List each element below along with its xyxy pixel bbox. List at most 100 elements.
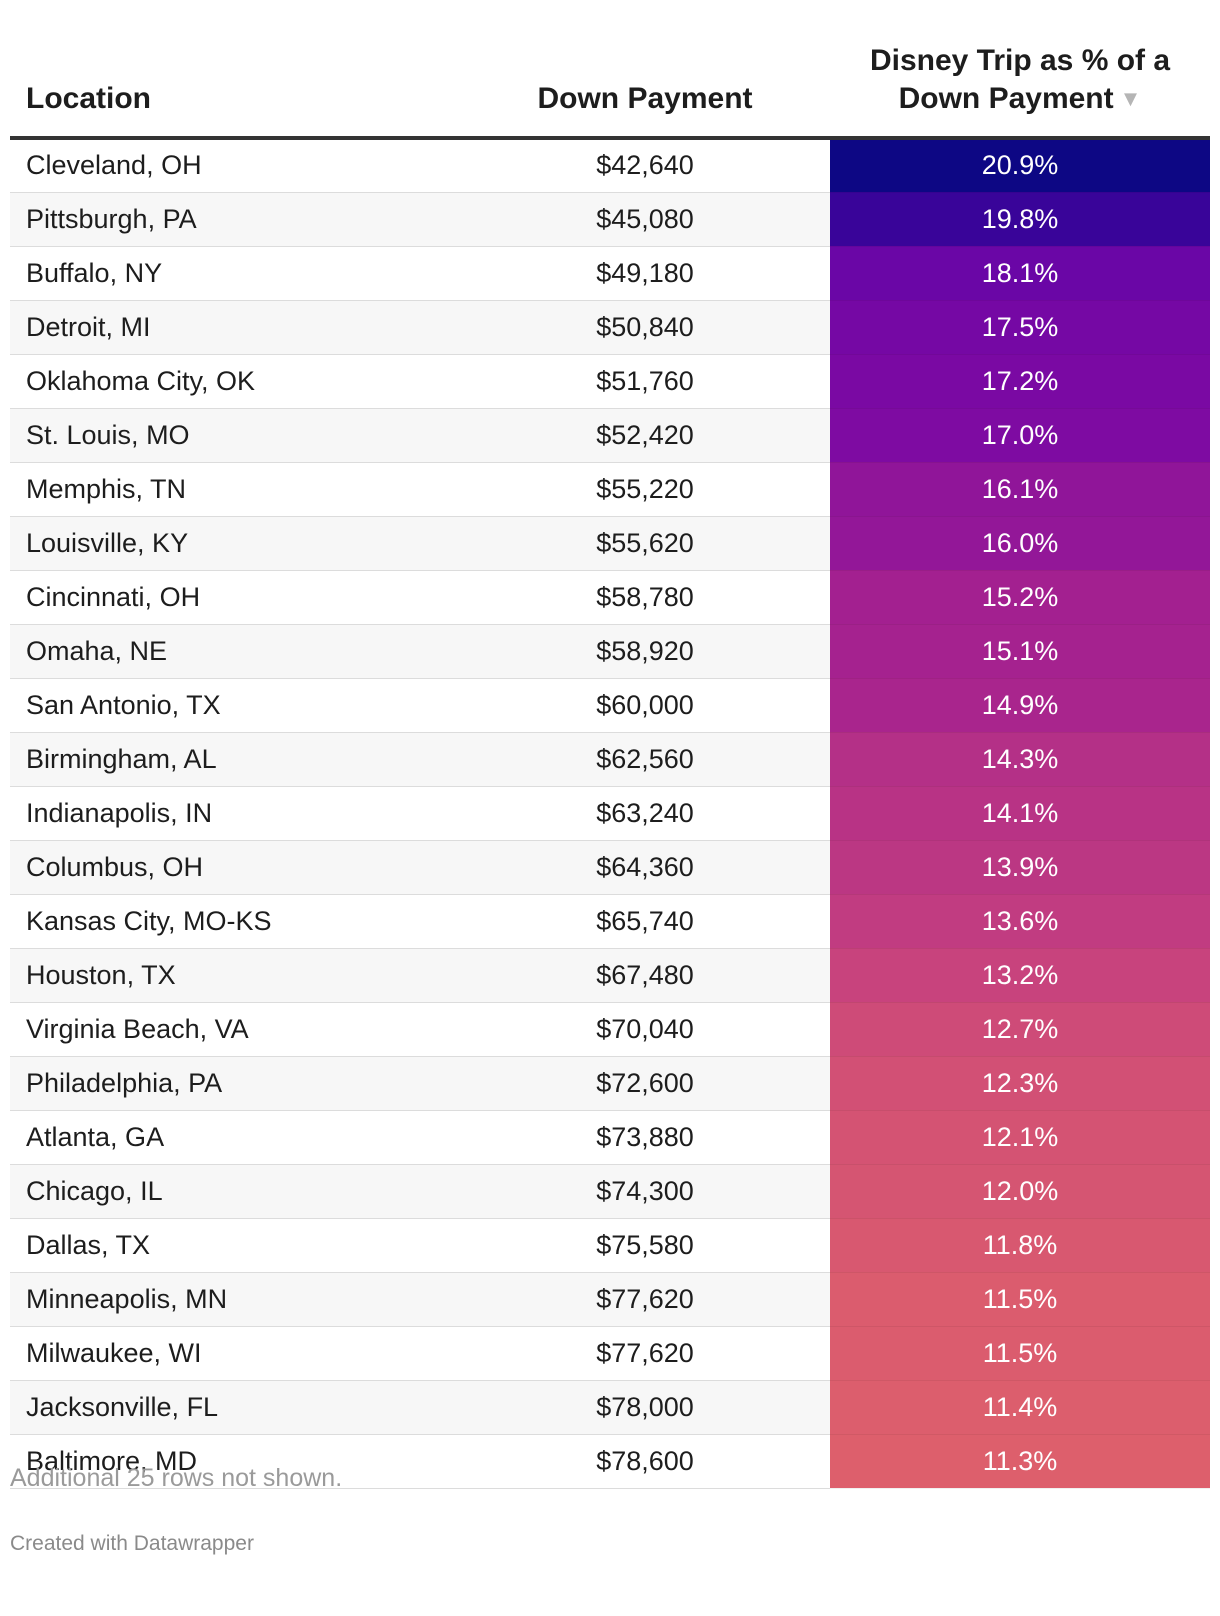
cell-location: St. Louis, MO: [10, 408, 460, 463]
table-row: Cleveland, OH $42,640 20.9%: [10, 138, 1210, 193]
cell-disney-pct-heatmap: 12.1%: [830, 1110, 1210, 1165]
table-row: Dallas, TX $75,580 11.8%: [10, 1218, 1210, 1273]
cell-location: Omaha, NE: [10, 624, 460, 679]
cell-location: Columbus, OH: [10, 840, 460, 895]
cell-down-payment: $75,580: [460, 1218, 830, 1273]
cell-location: Kansas City, MO-KS: [10, 894, 460, 949]
cell-disney-pct-heatmap: 17.5%: [830, 300, 1210, 355]
cell-down-payment: $77,620: [460, 1326, 830, 1381]
cell-down-payment: $73,880: [460, 1110, 830, 1165]
cell-down-payment: $45,080: [460, 192, 830, 247]
cell-location: Chicago, IL: [10, 1164, 460, 1219]
cell-location: Indianapolis, IN: [10, 786, 460, 841]
data-table-container: Location Down Payment Disney Trip as % o…: [10, 0, 1210, 1489]
cell-down-payment: $55,620: [460, 516, 830, 571]
cell-down-payment: $60,000: [460, 678, 830, 733]
cell-down-payment: $50,840: [460, 300, 830, 355]
table-row: Omaha, NE $58,920 15.1%: [10, 624, 1210, 679]
cell-down-payment: $63,240: [460, 786, 830, 841]
table-row: Minneapolis, MN $77,620 11.5%: [10, 1272, 1210, 1327]
table-row: Philadelphia, PA $72,600 12.3%: [10, 1056, 1210, 1111]
cell-disney-pct-heatmap: 14.9%: [830, 678, 1210, 733]
cell-location: Birmingham, AL: [10, 732, 460, 787]
cell-down-payment: $51,760: [460, 354, 830, 409]
column-header-location[interactable]: Location: [10, 0, 460, 140]
cell-location: Baltimore, MD: [10, 1434, 460, 1489]
cell-down-payment: $70,040: [460, 1002, 830, 1057]
cell-disney-pct-heatmap: 11.5%: [830, 1326, 1210, 1381]
cell-disney-pct-heatmap: 17.0%: [830, 408, 1210, 463]
table-row: Chicago, IL $74,300 12.0%: [10, 1164, 1210, 1219]
table-row: Jacksonville, FL $78,000 11.4%: [10, 1380, 1210, 1435]
table-row: Houston, TX $67,480 13.2%: [10, 948, 1210, 1003]
cell-location: Atlanta, GA: [10, 1110, 460, 1165]
table-row: Cincinnati, OH $58,780 15.2%: [10, 570, 1210, 625]
cell-disney-pct-heatmap: 13.2%: [830, 948, 1210, 1003]
cell-location: Buffalo, NY: [10, 246, 460, 301]
table-row: Memphis, TN $55,220 16.1%: [10, 462, 1210, 517]
cell-location: San Antonio, TX: [10, 678, 460, 733]
cell-location: Philadelphia, PA: [10, 1056, 460, 1111]
table-row: Kansas City, MO-KS $65,740 13.6%: [10, 894, 1210, 949]
cell-down-payment: $78,600: [460, 1434, 830, 1489]
cell-disney-pct-heatmap: 16.1%: [830, 462, 1210, 517]
cell-disney-pct-heatmap: 11.5%: [830, 1272, 1210, 1327]
cell-down-payment: $64,360: [460, 840, 830, 895]
cell-disney-pct-heatmap: 20.9%: [830, 138, 1210, 193]
table-row: Virginia Beach, VA $70,040 12.7%: [10, 1002, 1210, 1057]
cell-disney-pct-heatmap: 18.1%: [830, 246, 1210, 301]
cell-disney-pct-heatmap: 12.3%: [830, 1056, 1210, 1111]
table-body: Cleveland, OH $42,640 20.9% Pittsburgh, PA $…: [10, 138, 1210, 1489]
cell-down-payment: $55,220: [460, 462, 830, 517]
cell-down-payment: $67,480: [460, 948, 830, 1003]
table-row: Atlanta, GA $73,880 12.1%: [10, 1110, 1210, 1165]
cell-location: Louisville, KY: [10, 516, 460, 571]
cell-down-payment: $52,420: [460, 408, 830, 463]
cell-down-payment: $78,000: [460, 1380, 830, 1435]
table-row: Detroit, MI $50,840 17.5%: [10, 300, 1210, 355]
table-row: Birmingham, AL $62,560 14.3%: [10, 732, 1210, 787]
cell-down-payment: $72,600: [460, 1056, 830, 1111]
cell-disney-pct-heatmap: 11.8%: [830, 1218, 1210, 1273]
column-header-disney-pct[interactable]: Disney Trip as % of a Down Payment ▼: [830, 0, 1210, 140]
cell-disney-pct-heatmap: 12.7%: [830, 1002, 1210, 1057]
cell-down-payment: $42,640: [460, 138, 830, 193]
table-row: Baltimore, MD $78,600 11.3%: [10, 1434, 1210, 1489]
cell-disney-pct-heatmap: 13.9%: [830, 840, 1210, 895]
cell-down-payment: $74,300: [460, 1164, 830, 1219]
cell-down-payment: $49,180: [460, 246, 830, 301]
datawrapper-credit[interactable]: Created with Datawrapper: [10, 1532, 254, 1555]
cell-location: Detroit, MI: [10, 300, 460, 355]
cell-down-payment: $62,560: [460, 732, 830, 787]
cell-location: Cincinnati, OH: [10, 570, 460, 625]
table-row: St. Louis, MO $52,420 17.0%: [10, 408, 1210, 463]
cell-location: Jacksonville, FL: [10, 1380, 460, 1435]
table-row: Louisville, KY $55,620 16.0%: [10, 516, 1210, 571]
cell-disney-pct-heatmap: 14.1%: [830, 786, 1210, 841]
sort-descending-icon[interactable]: ▼: [1119, 86, 1142, 111]
cell-location: Milwaukee, WI: [10, 1326, 460, 1381]
cell-location: Oklahoma City, OK: [10, 354, 460, 409]
table-row: Oklahoma City, OK $51,760 17.2%: [10, 354, 1210, 409]
cell-location: Dallas, TX: [10, 1218, 460, 1273]
cell-location: Memphis, TN: [10, 462, 460, 517]
cell-down-payment: $65,740: [460, 894, 830, 949]
cell-disney-pct-heatmap: 15.1%: [830, 624, 1210, 679]
column-header-down-payment[interactable]: Down Payment: [460, 0, 830, 140]
cell-down-payment: $77,620: [460, 1272, 830, 1327]
cell-location: Houston, TX: [10, 948, 460, 1003]
cell-disney-pct-heatmap: 19.8%: [830, 192, 1210, 247]
table-row: Columbus, OH $64,360 13.9%: [10, 840, 1210, 895]
cell-disney-pct-heatmap: 11.3%: [830, 1434, 1210, 1489]
cell-disney-pct-heatmap: 14.3%: [830, 732, 1210, 787]
cell-location: Virginia Beach, VA: [10, 1002, 460, 1057]
table-row: Milwaukee, WI $77,620 11.5%: [10, 1326, 1210, 1381]
rows-hidden-note: Additional 25 rows not shown.: [10, 1464, 343, 1492]
cell-down-payment: $58,780: [460, 570, 830, 625]
table-row: San Antonio, TX $60,000 14.9%: [10, 678, 1210, 733]
cell-location: Minneapolis, MN: [10, 1272, 460, 1327]
column-header-down-payment-label: Down Payment: [537, 82, 753, 115]
cell-location: Cleveland, OH: [10, 138, 460, 193]
table-row: Buffalo, NY $49,180 18.1%: [10, 246, 1210, 301]
cell-disney-pct-heatmap: 12.0%: [830, 1164, 1210, 1219]
